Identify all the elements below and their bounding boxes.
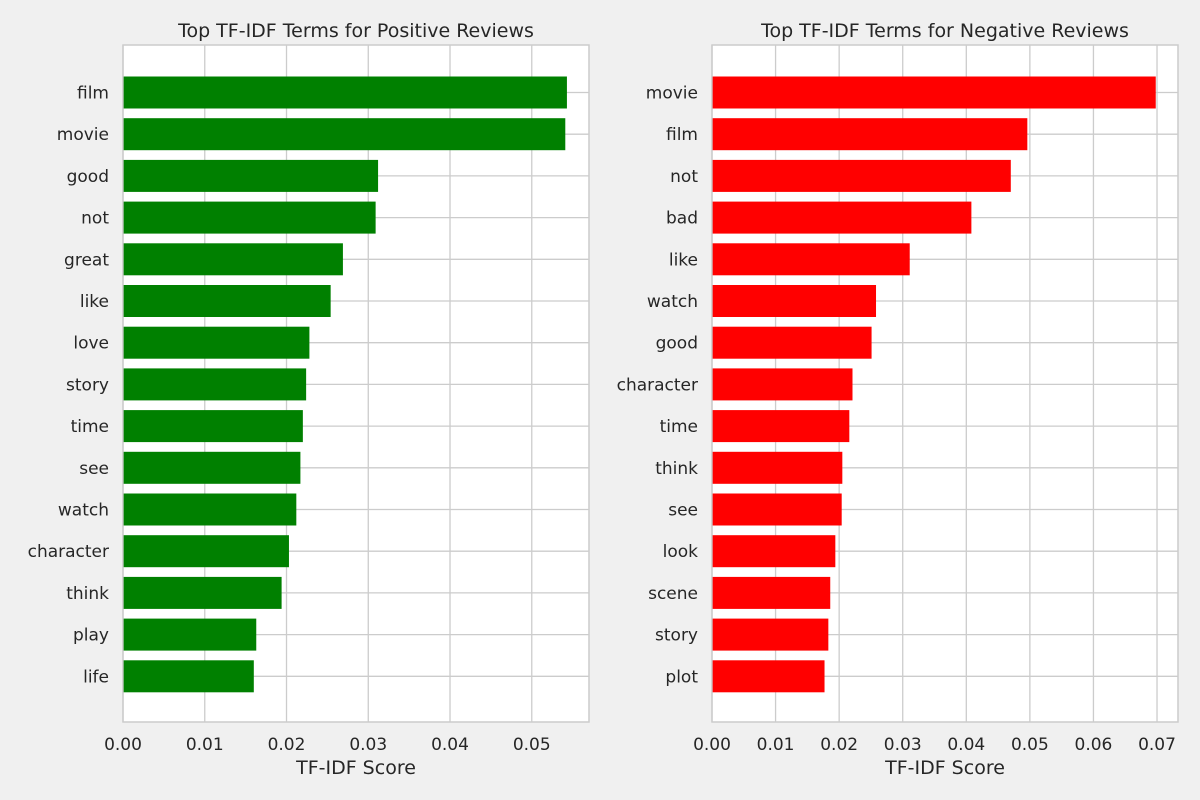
chart-positive-reviews: 0.00 0.01 0.02 0.03 0.04 0.05 film movie good not… xyxy=(28,20,590,779)
bar-movie xyxy=(712,76,1156,109)
bar-bad xyxy=(712,201,972,234)
y-tick-label: story xyxy=(66,375,109,395)
y-tick-label: scene xyxy=(648,584,698,604)
y-tick-label: good xyxy=(67,167,109,187)
bar-not xyxy=(123,201,376,234)
x-tick-label: 0.06 xyxy=(1075,735,1113,755)
bar-play xyxy=(123,618,257,651)
y-tick-label: see xyxy=(668,501,698,521)
bar-like xyxy=(123,285,331,317)
x-tick-label: 0.07 xyxy=(1138,735,1176,755)
y-tick-label: film xyxy=(666,125,698,145)
y-tick-label: movie xyxy=(646,84,698,104)
chart-negative-reviews: 0.00 0.01 0.02 0.03 0.04 0.05 0.06 0.07 movie fil… xyxy=(617,20,1179,779)
chart-title: Top TF-IDF Terms for Positive Reviews xyxy=(177,20,534,42)
y-tick-label: time xyxy=(660,417,698,437)
bar-great xyxy=(123,243,343,276)
x-tick-label: 0.03 xyxy=(349,735,387,755)
bar-see xyxy=(123,451,301,484)
bar-film xyxy=(712,118,1028,151)
bar-not xyxy=(712,159,1011,192)
x-tick-label: 0.03 xyxy=(884,735,922,755)
bar-plot xyxy=(712,660,825,693)
y-tick-label: think xyxy=(66,584,109,604)
x-tick-label: 0.01 xyxy=(186,735,224,755)
plot-border xyxy=(122,44,590,723)
bar-time xyxy=(712,410,850,443)
y-tick-label: life xyxy=(83,667,109,687)
bar-watch xyxy=(712,285,877,317)
bar-story xyxy=(123,368,307,401)
y-tick-label: movie xyxy=(57,125,109,145)
y-tick-label: good xyxy=(656,334,698,354)
y-tick-label: like xyxy=(80,292,109,312)
bar-scene xyxy=(712,576,831,609)
bar-like xyxy=(712,243,910,276)
x-tick-label: 0.01 xyxy=(757,735,795,755)
y-tick-label: character xyxy=(28,542,109,562)
bar-good xyxy=(123,159,379,192)
y-tick-label: see xyxy=(79,459,109,479)
y-tick-label: play xyxy=(73,626,109,646)
y-tick-label: not xyxy=(670,167,698,187)
x-tick-label: 0.05 xyxy=(1011,735,1049,755)
bar-see xyxy=(712,493,842,526)
x-tick-label: 0.00 xyxy=(104,735,142,755)
x-tick-label: 0.02 xyxy=(268,735,306,755)
bar-movie xyxy=(123,118,566,151)
x-tick-label: 0.00 xyxy=(693,735,731,755)
bar-time xyxy=(123,410,303,443)
y-tick-label: love xyxy=(73,334,109,354)
bar-think xyxy=(123,576,282,609)
y-tick-label: not xyxy=(81,209,109,229)
bar-film xyxy=(123,76,567,109)
x-tick-label: 0.04 xyxy=(947,735,985,755)
bar-look xyxy=(712,535,836,568)
plot-border xyxy=(711,44,1179,723)
y-tick-label: look xyxy=(663,542,699,562)
y-tick-label: watch xyxy=(647,292,698,312)
bar-life xyxy=(123,660,254,693)
y-tick-label: character xyxy=(617,375,698,395)
y-tick-label: like xyxy=(669,250,698,270)
bar-think xyxy=(712,451,843,484)
y-tick-label: story xyxy=(655,626,698,646)
x-tick-label: 0.05 xyxy=(513,735,551,755)
y-tick-label: plot xyxy=(665,667,698,687)
x-tick-label: 0.02 xyxy=(820,735,858,755)
bar-story xyxy=(712,618,829,651)
y-tick-label: time xyxy=(71,417,109,437)
bar-character xyxy=(123,535,289,568)
x-tick-label: 0.04 xyxy=(431,735,469,755)
y-tick-label: film xyxy=(77,84,109,104)
bar-character xyxy=(712,368,853,401)
bar-watch xyxy=(123,493,297,526)
y-tick-label: think xyxy=(655,459,698,479)
y-tick-label: watch xyxy=(58,501,109,521)
x-axis-label: TF-IDF Score xyxy=(884,757,1005,779)
y-tick-label: great xyxy=(64,250,109,270)
chart-title: Top TF-IDF Terms for Negative Reviews xyxy=(760,20,1129,42)
bar-good xyxy=(712,326,872,359)
y-tick-label: bad xyxy=(666,209,698,229)
x-axis-label: TF-IDF Score xyxy=(295,757,416,779)
bar-love xyxy=(123,326,310,359)
